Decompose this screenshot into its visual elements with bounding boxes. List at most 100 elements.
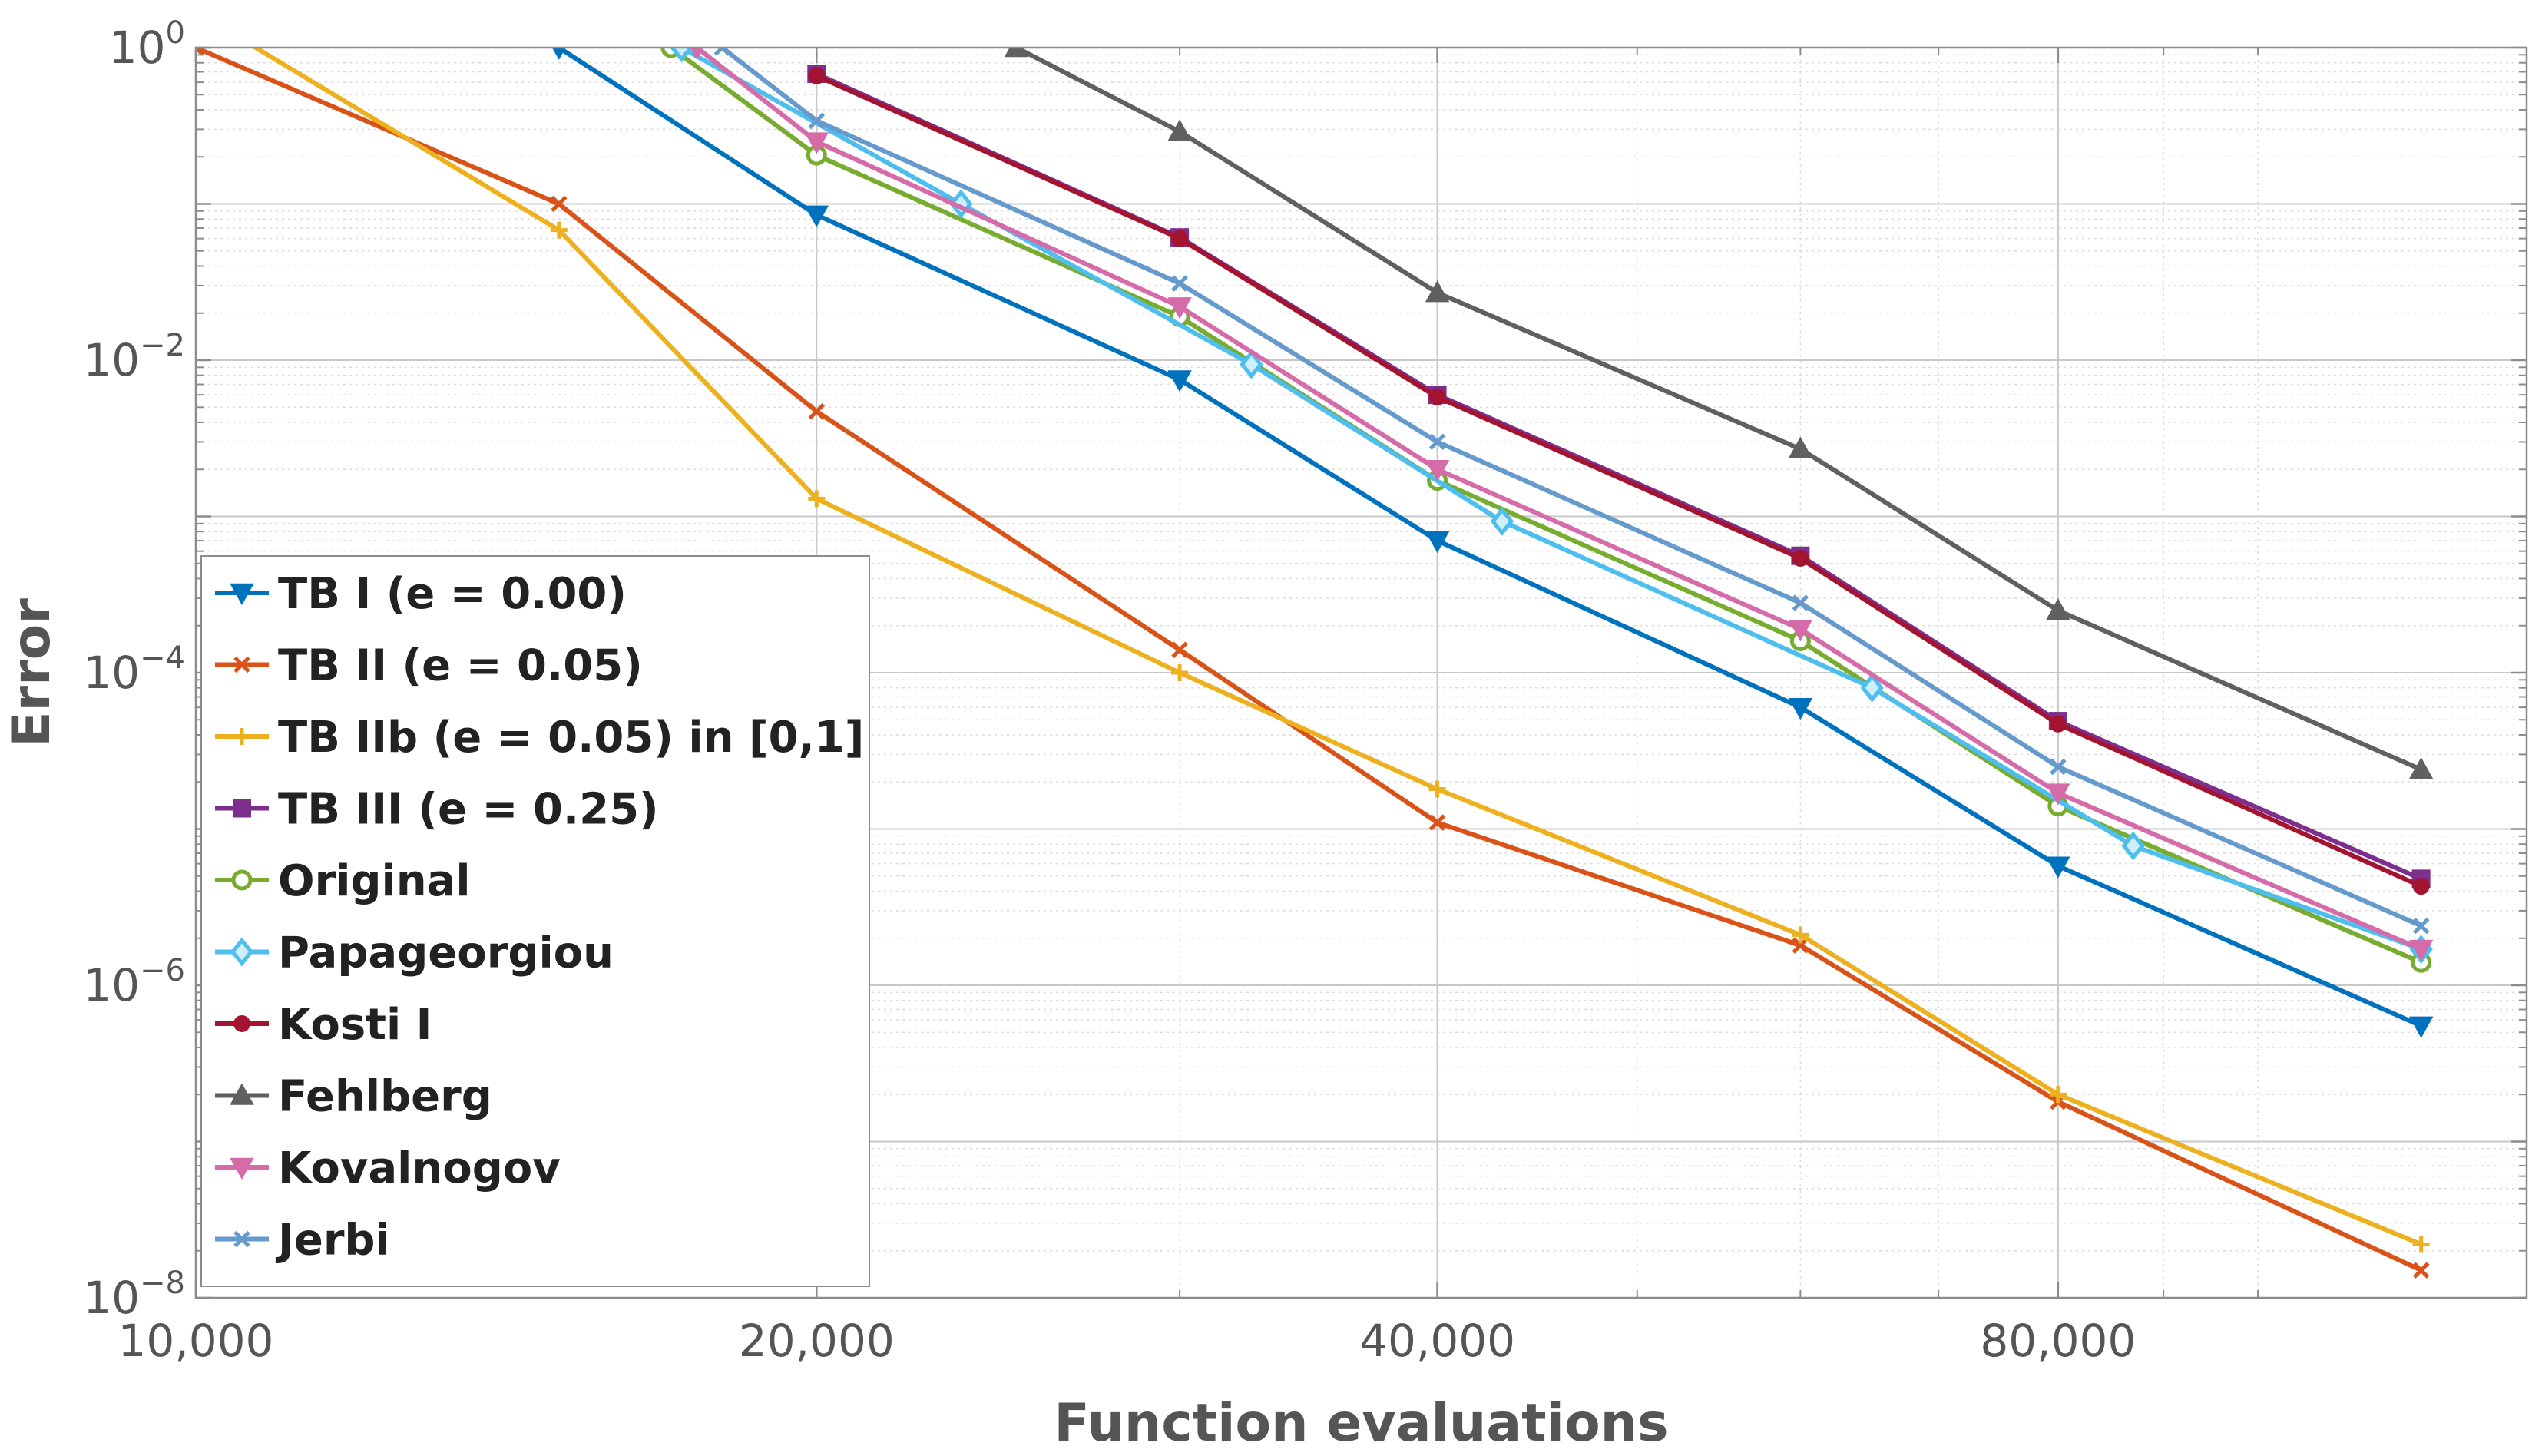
data-point — [1425, 460, 1450, 482]
x-tick-label: 10,000 — [118, 1315, 274, 1367]
x-axis-title: Function evaluations — [1054, 1393, 1668, 1454]
y-tick-exponent: −8 — [140, 1266, 185, 1301]
legend-marker — [230, 1083, 254, 1105]
data-point — [1428, 389, 1446, 406]
legend-label: TB III (e = 0.25) — [278, 785, 659, 835]
y-tick-base: 10 — [83, 647, 140, 699]
data-point — [1860, 673, 1884, 703]
data-point — [1428, 433, 1446, 451]
y-axis-title: Error — [2, 598, 62, 747]
legend-marker — [230, 583, 254, 606]
legend-label: Papageorgiou — [278, 928, 614, 978]
legend-marker — [233, 799, 251, 818]
y-tick-label: 10−4 — [83, 640, 185, 699]
data-point — [1788, 620, 1813, 642]
legend-entry: Kosti I — [215, 1000, 432, 1050]
data-point — [2408, 757, 2434, 779]
series-1 — [196, 48, 2430, 1279]
data-point — [2412, 1236, 2430, 1253]
data-point — [1792, 937, 1809, 954]
y-tick-label: 10−2 — [83, 328, 185, 386]
x-tick-labels: 10,000 20,000 40,000 80,000 — [118, 1315, 2137, 1367]
y-tick-base: 10 — [109, 22, 166, 74]
data-point — [2046, 783, 2070, 806]
legend-entry: TB III (e = 0.25) — [215, 785, 659, 835]
legend-entry: Papageorgiou — [215, 928, 614, 978]
series-line — [1015, 48, 2422, 772]
data-point — [1428, 814, 1446, 831]
series-line — [196, 48, 2422, 1272]
data-point — [1167, 119, 1192, 141]
legend-marker — [233, 656, 250, 673]
data-point — [713, 48, 731, 56]
legend-label: TB IIb (e = 0.05) in [0,1] — [278, 713, 864, 763]
data-point — [1171, 641, 1188, 659]
legend-label: TB II (e = 0.05) — [278, 641, 643, 691]
legend-box — [200, 555, 870, 1287]
legend-entry: TB I (e = 0.00) — [215, 569, 627, 619]
y-tick-base: 10 — [83, 334, 140, 386]
data-point — [551, 48, 566, 61]
y-tick-exponent: −4 — [140, 640, 185, 676]
legend-entry: Fehlberg — [215, 1072, 492, 1122]
legend-entry: TB II (e = 0.05) — [215, 641, 643, 691]
data-point — [550, 221, 568, 239]
series-line — [251, 48, 2422, 1247]
series-7 — [1004, 48, 2434, 779]
data-point — [670, 48, 693, 63]
data-point — [2412, 917, 2430, 935]
series-line — [816, 73, 2422, 888]
data-point — [804, 205, 829, 227]
x-tick-label: 80,000 — [1980, 1315, 2136, 1367]
x-tick-label: 40,000 — [1359, 1315, 1515, 1367]
legend-label: Fehlberg — [278, 1072, 492, 1122]
y-tick-exponent: −2 — [140, 328, 185, 363]
data-point — [1428, 780, 1446, 798]
legend-label: TB I (e = 0.00) — [278, 569, 627, 619]
data-point — [2408, 939, 2434, 962]
legend: TB I (e = 0.00) TB II (e = 0.05) TB IIb (e… — [200, 555, 870, 1287]
data-point — [551, 195, 568, 213]
series-layer — [196, 48, 2434, 1279]
data-point — [1004, 48, 1029, 58]
data-point — [808, 490, 826, 508]
data-point — [2412, 1262, 2430, 1279]
legend-marker — [230, 1157, 254, 1180]
y-tick-label: 10−6 — [83, 953, 185, 1011]
legend-marker — [231, 869, 253, 891]
data-point — [2121, 831, 2145, 861]
data-point — [196, 48, 204, 56]
legend-marker — [233, 1015, 250, 1032]
y-tick-label: 10−8 — [83, 1266, 185, 1324]
data-point — [1167, 297, 1192, 319]
data-point — [1788, 697, 1813, 720]
data-point — [1240, 349, 1263, 379]
x-tick-label: 20,000 — [739, 1315, 895, 1367]
data-point — [1425, 280, 1450, 303]
series-0 — [551, 48, 2434, 1038]
legend-marker — [233, 728, 250, 745]
data-point — [1171, 275, 1188, 292]
legend-label: Jerbi — [275, 1216, 390, 1266]
data-point — [808, 402, 826, 420]
legend-entry: Jerbi — [215, 1216, 390, 1266]
data-point — [2049, 715, 2067, 733]
data-point — [808, 67, 826, 84]
series-6 — [808, 67, 2430, 895]
y-tick-exponent: −6 — [140, 953, 185, 988]
data-point — [2046, 597, 2070, 620]
data-point — [1171, 230, 1189, 247]
y-tick-base: 10 — [83, 959, 140, 1011]
y-tick-exponent: 0 — [166, 15, 185, 51]
series-2 — [251, 48, 2430, 1253]
data-point — [690, 48, 704, 61]
legend-label: Kovalnogov — [278, 1143, 561, 1193]
data-point — [1788, 436, 1813, 458]
y-tick-label: 100 — [109, 15, 185, 74]
series-9 — [713, 48, 2430, 935]
data-point — [1792, 549, 1809, 567]
data-point — [2049, 1086, 2067, 1104]
legend-entry: Kovalnogov — [215, 1143, 561, 1193]
data-point — [2046, 856, 2070, 879]
